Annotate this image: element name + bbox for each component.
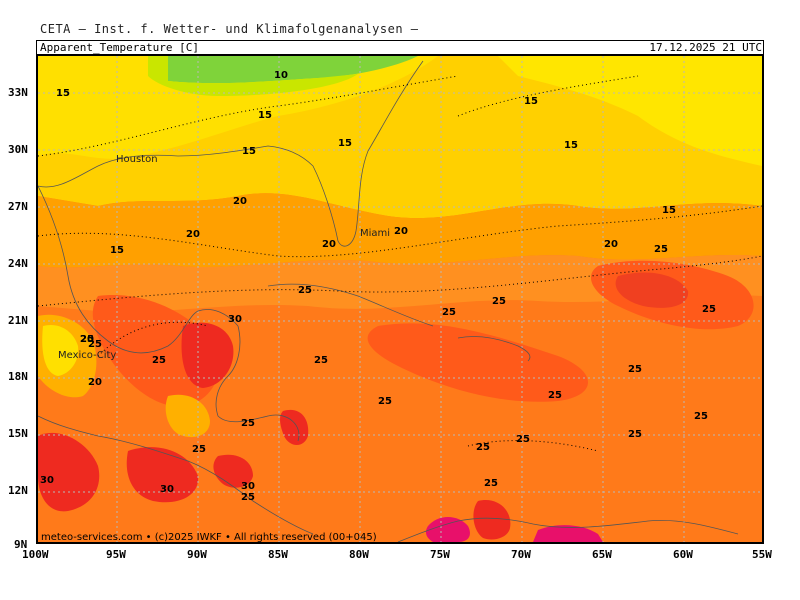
contour-label: 15 [662,205,676,216]
city-houston: Houston [116,154,158,165]
contour-label: 25 [241,492,255,503]
field-22-zone [38,254,762,313]
mexico-coast [38,185,239,354]
lon-label: 65W [592,548,612,561]
contour-labels: 10 15 15 15 15 15 15 15 15 20 20 20 20 2… [40,70,716,503]
contour-label: 15 [56,88,70,99]
weather-map: 10 15 15 15 15 15 15 15 15 20 20 20 20 2… [36,54,764,544]
field-12-zone [148,56,358,96]
contour-label: 25 [88,339,102,350]
field-28-caribbean [367,323,588,402]
lon-label: 70W [511,548,531,561]
lat-label: 33N [8,86,28,99]
lat-label: 21N [8,314,28,327]
city-mexico-city: Mexico-City [58,350,116,361]
field-30-yucatan [181,322,234,388]
gulf-coast [38,60,424,247]
graticule [38,56,762,542]
contour-label: 25 [492,296,506,307]
lat-label: 9N [14,538,28,551]
field-33-colombia [425,517,470,542]
title-bar [36,40,764,54]
contour-label: 15 [258,110,272,121]
field-30-east [615,272,689,308]
contour-label: 20 [233,196,247,207]
lat-label: 30N [8,143,28,156]
field-18-mexico-city [42,324,79,376]
contour-label: 25 [548,390,562,401]
lon-label: 95W [106,548,126,561]
contour-label: 25 [298,285,312,296]
contour-label: 25 [476,442,490,453]
field-20-zone [38,193,762,268]
field-30-guatemala [126,447,199,503]
field-15-yellow [498,56,762,166]
contour-label: 15 [110,245,124,256]
coastlines [38,60,739,542]
cuba-coast [267,283,434,327]
contour-label: 25 [314,355,328,366]
contour-label: 30 [241,481,255,492]
contour-label: 25 [516,434,530,445]
lat-label: 18N [8,370,28,383]
contour-label: 25 [484,478,498,489]
hispaniola-coast [457,336,531,362]
contour-label: 15 [242,146,256,157]
contour-label: 25 [192,444,206,455]
variable-title: Apparent_Temperature [C] [40,41,199,54]
field-30-south [473,500,511,540]
valid-time: 17.12.2025 21 UTC [649,41,762,54]
lon-label: 90W [187,548,207,561]
lon-label: 85W [268,548,288,561]
contour-label: 15 [564,140,578,151]
lon-label: 60W [673,548,693,561]
lat-label: 12N [8,484,28,497]
contour-label: 25 [628,429,642,440]
lon-label: 55W [752,548,772,561]
contour-label: 20 [80,334,94,345]
south-america-coast [397,517,739,542]
contour-label: 25 [628,364,642,375]
lat-label: 27N [8,200,28,213]
contour-label: 25 [80,334,94,345]
contour-label: 25 [378,396,392,407]
city-miami: Miami [360,228,390,239]
contour-label: 25 [442,307,456,318]
contour-label: 20 [604,239,618,250]
contour-label: 25 [152,355,166,366]
field-30-honduras [280,409,309,445]
contour-label: 30 [40,475,54,486]
contour-label: 25 [241,418,255,429]
credit-footer: meteo-services.com • (c)2025 IWKF • All … [41,532,377,542]
contour-label: 20 [88,377,102,388]
field-10-zone [168,56,418,84]
contour-label: 25 [654,244,668,255]
source-header: CETA — Inst. f. Wetter- und Klimafolgena… [40,22,419,36]
contour-label: 25 [702,304,716,315]
contour-label: 30 [160,484,174,495]
yucatan-coast [215,325,300,442]
field-33-venezuela [533,525,603,542]
contour-label: 20 [394,226,408,237]
contour-label: 15 [338,138,352,149]
contour-label: 25 [694,411,708,422]
central-america-coast [38,415,314,535]
contour-label: 20 [186,229,200,240]
contour-label: 10 [274,70,288,81]
isotherms [38,75,762,452]
lat-label: 24N [8,257,28,270]
lon-label: 75W [430,548,450,561]
contour-label: 30 [228,314,242,325]
lon-label: 80W [349,548,369,561]
city-labels: Houston Miami Mexico-City [58,154,390,361]
field-20-honduras-high [165,394,210,438]
lat-label: 15N [8,427,28,440]
contour-label: 20 [322,239,336,250]
lon-label: 100W [22,548,49,561]
contour-label: 15 [524,96,538,107]
